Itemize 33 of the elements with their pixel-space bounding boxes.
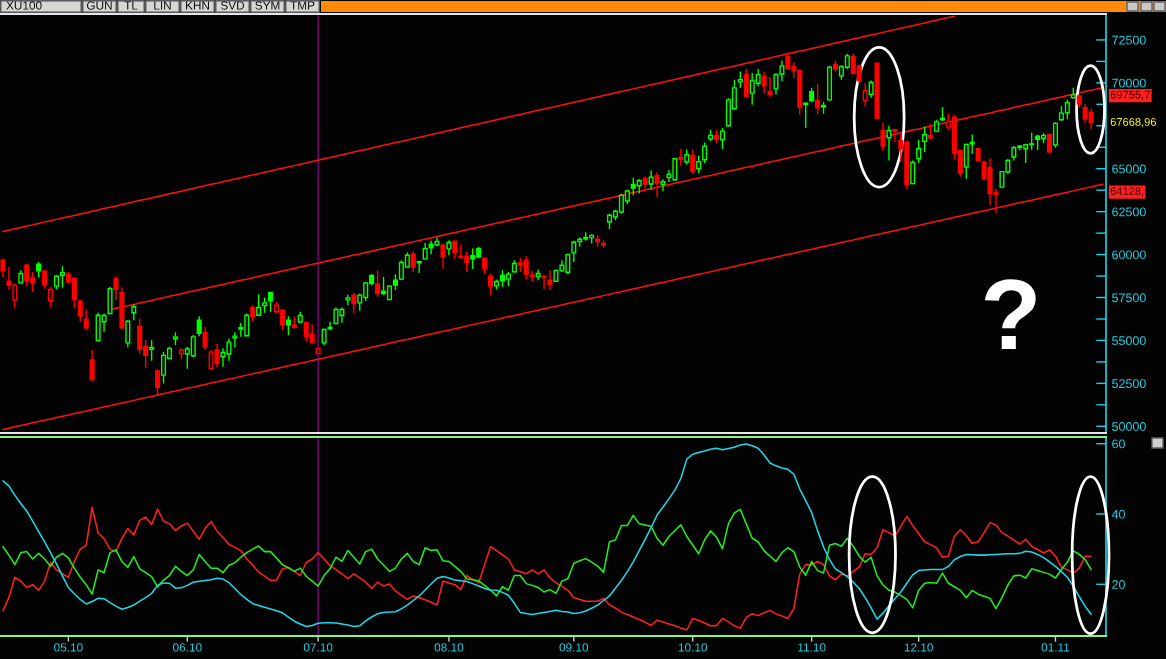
text: SVD	[220, 1, 245, 10]
x-tick-label: 12.10	[904, 643, 933, 652]
y-tick-label: 60000	[1112, 250, 1146, 260]
y-tick-label: 20	[1112, 580, 1125, 589]
x-tick-label: 11.10	[798, 643, 826, 652]
x-tick-label: 08.10	[434, 643, 464, 652]
x-tick-label: 05.10	[54, 643, 83, 652]
y-tick-label: 60	[1112, 439, 1125, 449]
x-tick-label: 09.10	[559, 643, 589, 652]
y-tick-label: 62500	[1112, 207, 1146, 217]
chart-title: XU100	[6, 1, 42, 10]
y-tick-label: 40	[1111, 509, 1125, 519]
text: TMP	[290, 1, 315, 10]
text: 69755,7	[1110, 90, 1150, 100]
y-tick-label: 52500	[1112, 379, 1146, 389]
text: SYM	[255, 1, 280, 10]
text: KHN	[186, 1, 209, 10]
annotation: ?	[984, 279, 1036, 350]
x-tick-label: 01.11	[1041, 643, 1070, 652]
y-tick-label: 70000	[1112, 78, 1146, 88]
y-tick-label: 57500	[1112, 293, 1146, 303]
text: TL	[124, 1, 138, 10]
x-tick-label: 06.10	[173, 643, 202, 652]
x-tick-label: 10.10	[678, 643, 708, 652]
text: GUN	[86, 1, 112, 10]
y-tick-label: 50000	[1112, 422, 1146, 431]
y-tick-label: 65000	[1112, 164, 1146, 174]
text: 64128,	[1110, 187, 1144, 197]
x-tick-label: 07.10	[303, 643, 333, 652]
text: 67668,96	[1110, 118, 1157, 128]
y-tick-label: 55000	[1112, 336, 1146, 346]
text: LIN	[154, 1, 171, 10]
y-tick-label: 72500	[1112, 35, 1146, 45]
